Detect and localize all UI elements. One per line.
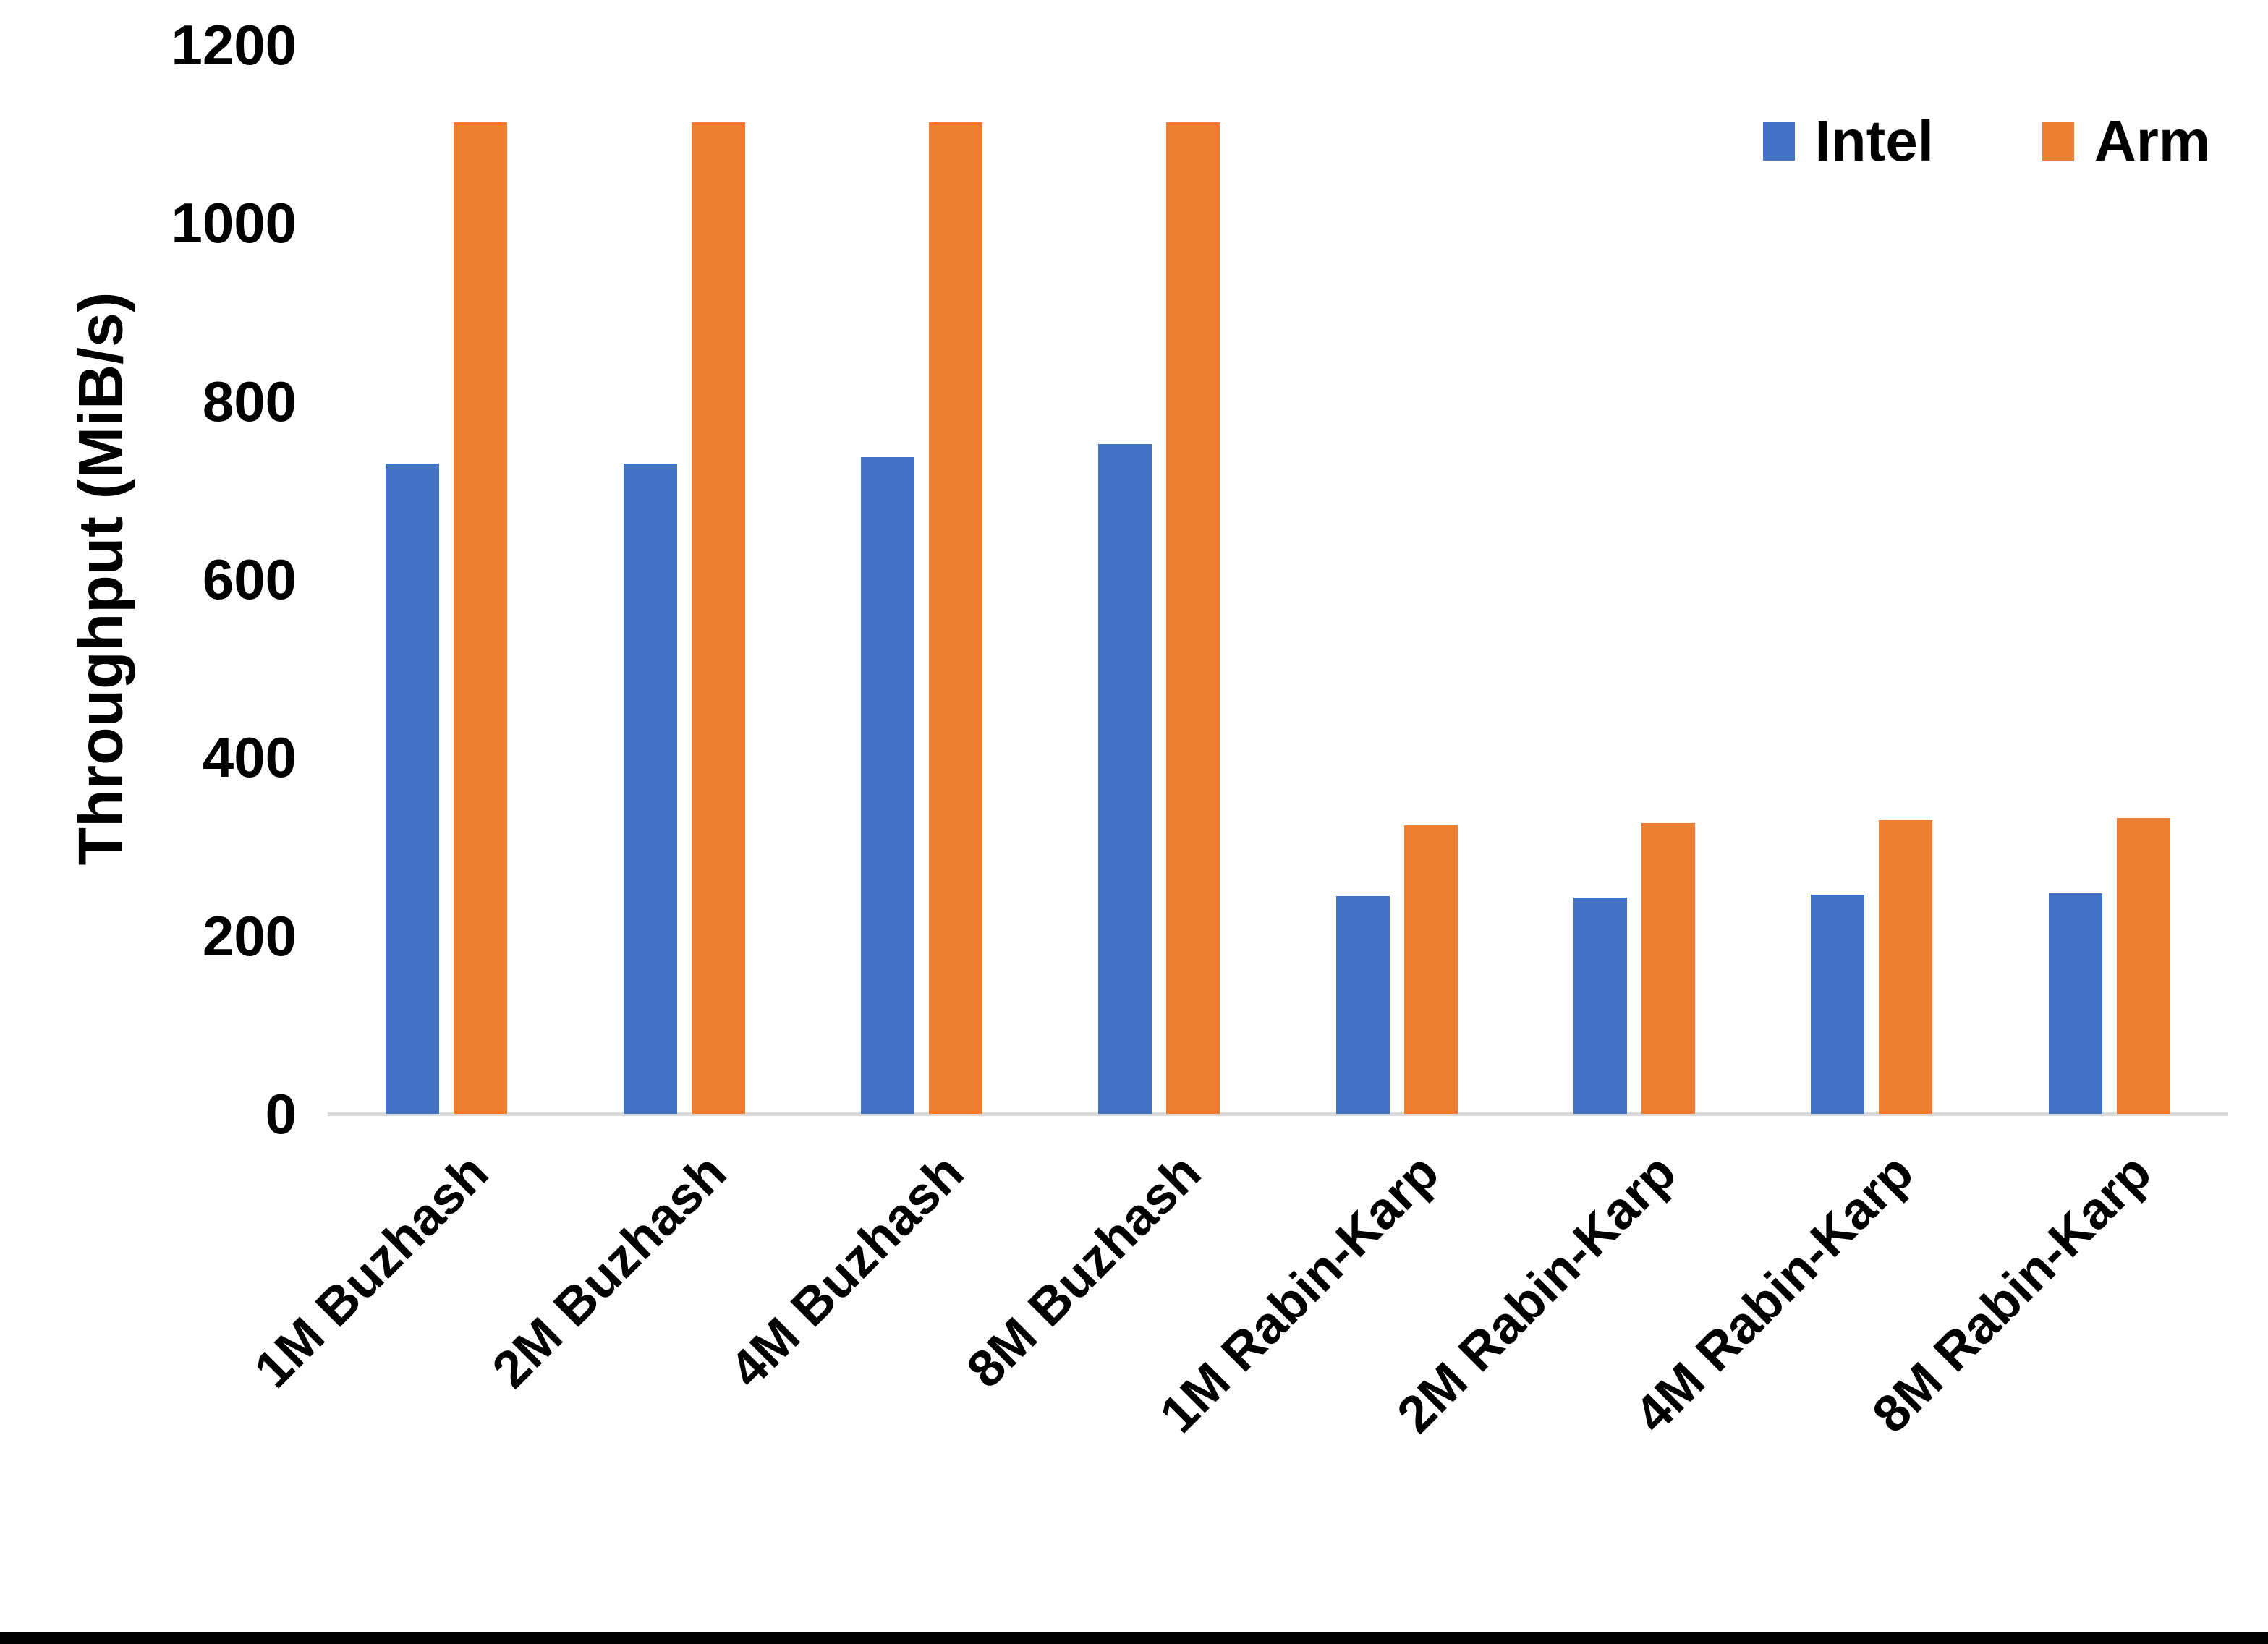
- bar-intel-4m-rabin-karp: [1811, 895, 1864, 1114]
- bar-arm-1m-rabin-karp: [1404, 825, 1458, 1114]
- legend: Intel Arm: [1762, 108, 2210, 174]
- bar-intel-2m-buzhash: [624, 464, 677, 1114]
- bar-intel-8m-rabin-karp: [2049, 893, 2102, 1114]
- bar-arm-4m-rabin-karp: [1879, 820, 1932, 1114]
- bar-arm-2m-buzhash: [692, 122, 745, 1114]
- bottom-border: [0, 1632, 2268, 1644]
- bar-intel-2m-rabin-karp: [1573, 898, 1627, 1114]
- bar-arm-8m-buzhash: [1166, 122, 1220, 1114]
- bar-arm-2m-rabin-karp: [1641, 823, 1695, 1114]
- y-tick-label-1000: 1000: [171, 191, 297, 255]
- x-category-label-2m-buzhash: 2M Buzhash: [481, 1143, 737, 1400]
- bar-intel-4m-buzhash: [861, 457, 914, 1114]
- legend-label-arm: Arm: [2094, 108, 2210, 173]
- x-axis-line: [328, 1112, 2228, 1116]
- y-tick-label-800: 800: [202, 369, 297, 433]
- bar-arm-1m-buzhash: [454, 122, 507, 1114]
- legend-item-intel: Intel: [1762, 108, 1934, 174]
- y-tick-label-400: 400: [202, 725, 297, 790]
- legend-label-intel: Intel: [1814, 108, 1934, 173]
- legend-swatch-intel: [1762, 122, 1795, 161]
- x-category-label-8m-buzhash: 8M Buzhash: [956, 1143, 1212, 1400]
- y-tick-label-600: 600: [202, 548, 297, 611]
- y-tick-label-0: 0: [265, 1082, 297, 1146]
- y-tick-label-200: 200: [202, 903, 297, 968]
- bar-intel-1m-rabin-karp: [1336, 896, 1390, 1114]
- bar-intel-1m-buzhash: [386, 464, 439, 1114]
- x-category-label-4m-buzhash: 4M Buzhash: [718, 1143, 975, 1400]
- x-category-label-1m-buzhash: 1M Buzhash: [243, 1143, 500, 1400]
- legend-item-arm: Arm: [2042, 108, 2210, 174]
- bar-arm-8m-rabin-karp: [2117, 818, 2170, 1114]
- bar-intel-8m-buzhash: [1098, 444, 1152, 1114]
- bar-arm-4m-buzhash: [929, 122, 982, 1114]
- legend-swatch-arm: [2042, 122, 2074, 161]
- y-tick-label-1200: 1200: [171, 13, 297, 77]
